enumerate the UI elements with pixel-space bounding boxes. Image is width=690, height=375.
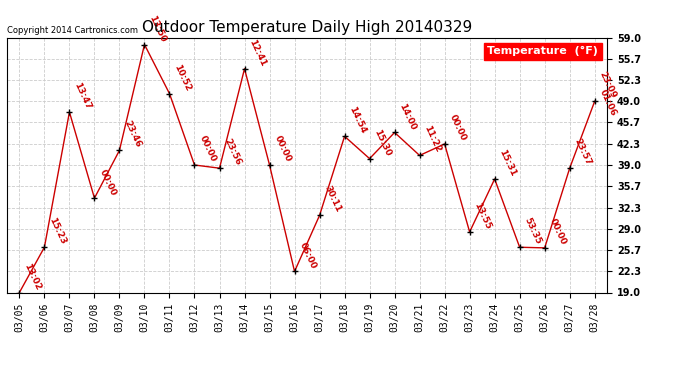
- Text: 00:00: 00:00: [448, 113, 468, 143]
- Text: 13:55: 13:55: [473, 201, 493, 231]
- Text: 13:50: 13:50: [148, 13, 168, 43]
- Text: 23:46: 23:46: [122, 119, 143, 149]
- Text: 06:00: 06:00: [297, 241, 317, 270]
- Text: 23:56: 23:56: [222, 137, 243, 167]
- Text: 13:02: 13:02: [22, 262, 43, 291]
- Text: 00:00: 00:00: [273, 134, 293, 164]
- Text: 10:52: 10:52: [172, 63, 193, 92]
- Text: 23:57: 23:57: [573, 137, 593, 167]
- Text: 01:06: 01:06: [598, 88, 618, 117]
- Title: Outdoor Temperature Daily High 20140329: Outdoor Temperature Daily High 20140329: [142, 20, 472, 35]
- Legend: Temperature  (°F): Temperature (°F): [484, 43, 602, 60]
- Text: 11:22: 11:22: [422, 124, 443, 154]
- Text: 23:09: 23:09: [598, 70, 618, 100]
- Text: Copyright 2014 Cartronics.com: Copyright 2014 Cartronics.com: [7, 26, 138, 35]
- Text: 15:30: 15:30: [373, 128, 393, 158]
- Text: 14:00: 14:00: [397, 102, 418, 131]
- Text: 15:23: 15:23: [48, 216, 68, 246]
- Text: 53:35: 53:35: [522, 216, 543, 246]
- Text: 30:11: 30:11: [322, 184, 343, 214]
- Text: 12:41: 12:41: [248, 38, 268, 68]
- Text: 14:54: 14:54: [348, 105, 368, 135]
- Text: 00:00: 00:00: [197, 134, 217, 164]
- Text: 00:00: 00:00: [548, 217, 568, 247]
- Text: 13:47: 13:47: [72, 81, 92, 111]
- Text: 15:31: 15:31: [497, 148, 518, 178]
- Text: 00:00: 00:00: [97, 168, 117, 197]
